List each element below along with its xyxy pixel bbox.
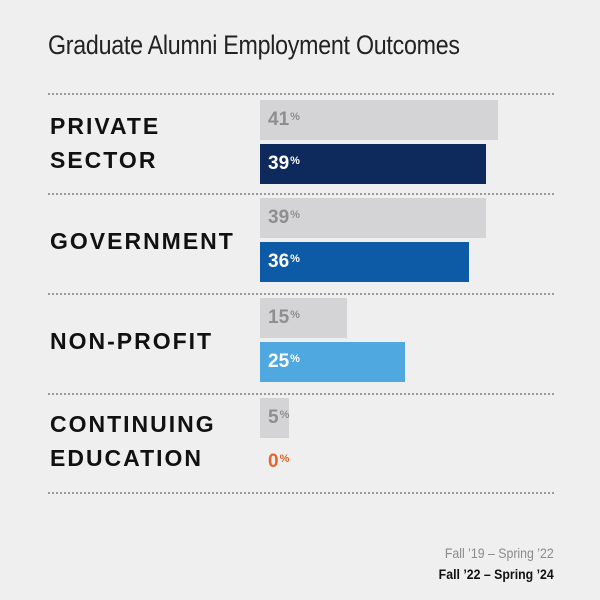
bar-previous-government: [260, 198, 487, 238]
category-label-government: GOVERNMENT: [50, 224, 235, 258]
category-label-line: CONTINUING: [50, 411, 216, 437]
divider-line: [48, 93, 554, 95]
divider-line: [48, 293, 554, 295]
value-label-previous-continuing-education: 5%: [268, 407, 290, 428]
category-label-line: GOVERNMENT: [50, 228, 235, 254]
category-label-private-sector: PRIVATE SECTOR: [50, 109, 160, 177]
value-label-current-non-profit: 25%: [268, 351, 300, 372]
category-label-line: NON-PROFIT: [50, 328, 214, 354]
value-label-previous-government: 39%: [268, 207, 300, 228]
divider-line: [48, 492, 554, 494]
category-label-line: EDUCATION: [50, 445, 204, 471]
value-label-previous-non-profit: 15%: [268, 307, 300, 328]
value-label-current-continuing-education: 0%: [268, 451, 290, 472]
divider-line: [48, 393, 554, 395]
value-label-current-private-sector: 39%: [268, 153, 300, 174]
legend-previous-period: Fall ’19 – Spring ’22: [445, 545, 554, 561]
category-label-line: SECTOR: [50, 147, 158, 173]
chart-title: Graduate Alumni Employment Outcomes: [48, 30, 460, 60]
value-label-previous-private-sector: 41%: [268, 109, 300, 130]
bar-current-government: [260, 242, 469, 282]
category-label-non-profit: NON-PROFIT: [50, 324, 213, 358]
value-label-current-government: 36%: [268, 251, 300, 272]
bar-current-private-sector: [260, 144, 487, 184]
bar-previous-private-sector: [260, 100, 498, 140]
bar-previous-non-profit: [260, 298, 348, 338]
legend-current-period: Fall ’22 – Spring ’24: [438, 566, 554, 582]
category-label-continuing-education: CONTINUING EDUCATION: [50, 407, 216, 475]
divider-line: [48, 193, 554, 195]
bar-previous-continuing-education: [260, 398, 290, 438]
category-label-line: PRIVATE: [50, 113, 161, 139]
bar-current-non-profit: [260, 342, 406, 382]
